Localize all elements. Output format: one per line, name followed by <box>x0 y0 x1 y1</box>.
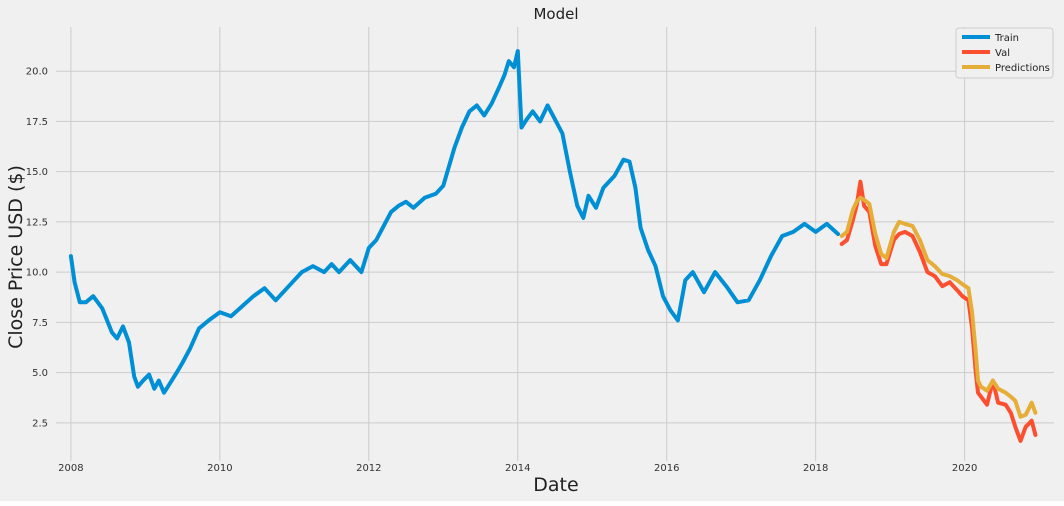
legend-label-val: Val <box>995 48 1010 59</box>
legend-label-predictions: Predictions <box>995 63 1050 74</box>
x-tick-label: 2014 <box>505 463 530 474</box>
legend: Train Val Predictions <box>955 27 1054 79</box>
series-line-predictions <box>839 195 1038 419</box>
x-tick-label: 2020 <box>952 463 977 474</box>
y-tick-label: 10.0 <box>26 268 48 279</box>
series-group <box>68 49 1038 443</box>
legend-label-train: Train <box>994 33 1019 44</box>
series-line-train <box>68 49 840 395</box>
x-tick-label: 2012 <box>356 463 381 474</box>
x-tick-label: 2010 <box>207 463 232 474</box>
x-axis-label: Date <box>533 474 578 496</box>
y-tick-label: 7.5 <box>32 318 48 329</box>
y-tick-label: 17.5 <box>26 117 48 128</box>
y-tick-label: 2.5 <box>32 418 48 429</box>
chart-title: Model <box>533 5 578 23</box>
y-tick-label: 15.0 <box>26 167 48 178</box>
y-axis-label: Close Price USD ($) <box>5 165 27 349</box>
x-tick-label: 2008 <box>58 463 83 474</box>
x-tick-label: 2018 <box>803 463 828 474</box>
series-line-val <box>839 179 1038 443</box>
x-tick-label: 2016 <box>654 463 679 474</box>
y-tick-label: 5.0 <box>32 368 48 379</box>
y-tick-label: 12.5 <box>26 217 48 228</box>
y-tick-label: 20.0 <box>26 67 48 78</box>
tick-labels: 2008 2010 2012 2014 2016 2018 2020 2.5 5.0 7.5 10.… <box>26 67 978 474</box>
